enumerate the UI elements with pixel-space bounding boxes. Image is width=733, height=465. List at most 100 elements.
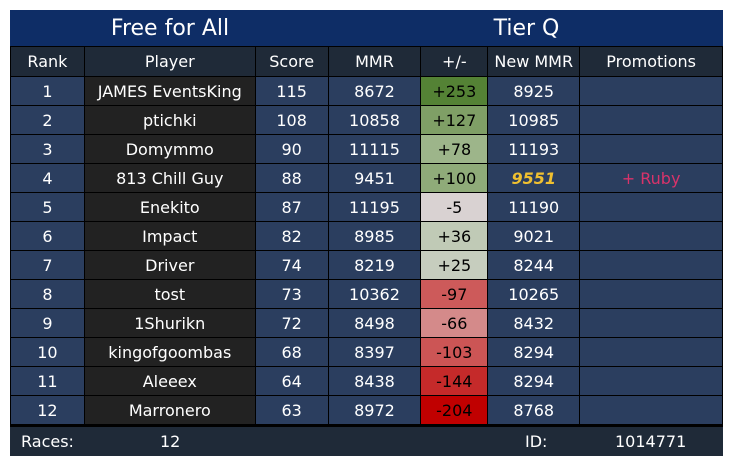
delta-cell: -97 [420,279,489,309]
score-cell: 108 [254,105,329,135]
delta-cell: -66 [420,308,489,338]
table-row: 6 Impact 82 8985 +36 9021 [10,221,723,251]
delta-cell: +253 [420,76,489,106]
new-mmr-cell: 10985 [487,105,581,135]
results-table-image: Free for All Tier Q Rank Player Score MM… [10,10,723,456]
score-cell: 63 [254,395,329,425]
rank-cell: 3 [10,134,85,164]
table-row: 9 1Shurikn 72 8498 -66 8432 [10,308,723,338]
table-row: 12 Marronero 63 8972 -204 8768 [10,395,723,425]
new-mmr-cell: 9021 [487,221,581,251]
player-cell: tost [83,279,256,309]
rank-cell: 10 [10,337,85,367]
table-row: 11 Aleeex 64 8438 -144 8294 [10,366,723,396]
delta-cell: +25 [420,250,489,280]
mmr-cell: 9451 [327,163,422,193]
player-cell: 813 Chill Guy [83,163,256,193]
player-cell: JAMES EventsKing [83,76,256,106]
rank-cell: 8 [10,279,85,309]
delta-cell: -103 [420,337,489,367]
player-cell: Driver [83,250,256,280]
new-mmr-cell: 9551 [487,163,581,193]
mmr-cell: 8498 [327,308,422,338]
promotion-cell [579,337,723,367]
mmr-cell: 8972 [327,395,422,425]
table-row: 7 Driver 74 8219 +25 8244 [10,250,723,280]
rank-cell: 9 [10,308,85,338]
promotion-cell [579,134,723,164]
promotion-cell [579,366,723,396]
results-table: Rank Player Score MMR +/- New MMR Promot… [10,46,723,425]
races-value: 12 [160,432,181,451]
col-header-player: Player [83,46,256,77]
score-cell: 90 [254,134,329,164]
rank-cell: 6 [10,221,85,251]
score-cell: 88 [254,163,329,193]
new-mmr-cell: 8294 [487,337,581,367]
id-label: ID: [525,432,548,451]
promotion-text: + Ruby [621,168,681,188]
mmr-cell: 8438 [327,366,422,396]
races-label: Races: [21,432,74,451]
table-row: 3 Domymmo 90 11115 +78 11193 [10,134,723,164]
score-cell: 68 [254,337,329,367]
mmr-cell: 11115 [327,134,422,164]
player-cell: 1Shurikn [83,308,256,338]
score-cell: 64 [254,366,329,396]
delta-cell: -5 [420,192,489,222]
player-cell: Aleeex [83,366,256,396]
player-cell: kingofgoombas [83,337,256,367]
promotion-cell [579,192,723,222]
player-cell: Domymmo [83,134,256,164]
score-cell: 74 [254,250,329,280]
new-mmr-cell: 11190 [487,192,581,222]
tier-title: Tier Q [330,10,723,46]
score-cell: 73 [254,279,329,309]
promoted-mmr: 9551 [511,168,556,188]
score-cell: 87 [254,192,329,222]
promotion-cell [579,221,723,251]
player-cell: Impact [83,221,256,251]
delta-cell: -204 [420,395,489,425]
mode-title: Free for All [10,10,330,46]
new-mmr-cell: 8432 [487,308,581,338]
footer-bar: Races: 12 ID: 1014771 [10,427,723,456]
table-row: 2 ptichki 108 10858 +127 10985 [10,105,723,135]
score-cell: 115 [254,76,329,106]
player-cell: ptichki [83,105,256,135]
col-header-score: Score [254,46,329,77]
col-header-mmr: MMR [327,46,422,77]
new-mmr-cell: 8925 [487,76,581,106]
rank-cell: 7 [10,250,85,280]
mmr-cell: 11195 [327,192,422,222]
delta-cell: +100 [420,163,489,193]
new-mmr-cell: 10265 [487,279,581,309]
delta-cell: +78 [420,134,489,164]
promotion-cell [579,250,723,280]
mmr-cell: 8397 [327,337,422,367]
rank-cell: 4 [10,163,85,193]
player-cell: Enekito [83,192,256,222]
mmr-cell: 8219 [327,250,422,280]
rank-cell: 5 [10,192,85,222]
rank-cell: 1 [10,76,85,106]
promotion-cell [579,105,723,135]
rank-cell: 12 [10,395,85,425]
table-row: 1 JAMES EventsKing 115 8672 +253 8925 [10,76,723,106]
new-mmr-cell: 8294 [487,366,581,396]
col-header-promotions: Promotions [579,46,723,77]
col-header-new-mmr: New MMR [487,46,581,77]
new-mmr-cell: 8244 [487,250,581,280]
player-cell: Marronero [83,395,256,425]
rank-cell: 11 [10,366,85,396]
delta-cell: +127 [420,105,489,135]
score-cell: 72 [254,308,329,338]
delta-cell: +36 [420,221,489,251]
table-row: 10 kingofgoombas 68 8397 -103 8294 [10,337,723,367]
rank-cell: 2 [10,105,85,135]
mmr-cell: 8672 [327,76,422,106]
promotion-cell: + Ruby [579,163,723,193]
mmr-cell: 10362 [327,279,422,309]
table-row: 5 Enekito 87 11195 -5 11190 [10,192,723,222]
col-header-rank: Rank [10,46,85,77]
